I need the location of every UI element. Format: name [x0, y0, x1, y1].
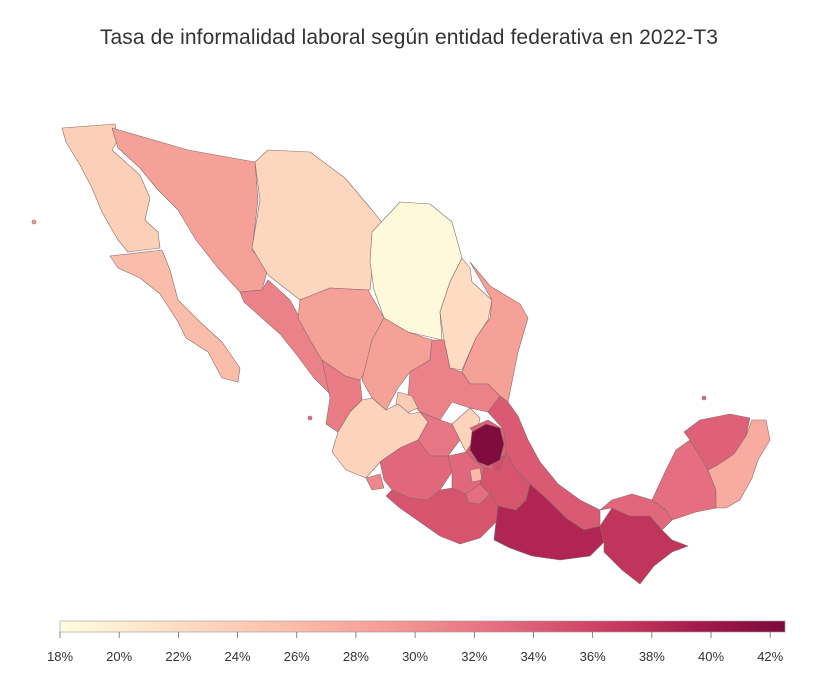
state-baja-california-sur[interactable] — [109, 249, 241, 383]
island-guadalupe — [31, 219, 37, 225]
island-islas-marias — [307, 415, 313, 421]
state-guerrero[interactable] — [385, 487, 499, 545]
legend-tick-label: 26% — [284, 649, 310, 664]
state-nuevo-leon[interactable] — [439, 257, 493, 371]
legend-tick-label: 40% — [698, 649, 724, 664]
state-baja-california[interactable] — [61, 123, 161, 253]
legend-tick-label: 22% — [165, 649, 191, 664]
legend-tick-label: 36% — [580, 649, 606, 664]
state-michoacan[interactable] — [379, 439, 453, 501]
legend-tick-label: 34% — [520, 649, 546, 664]
legend-tick-label: 24% — [225, 649, 251, 664]
state-san-luis-potosi[interactable] — [407, 339, 501, 421]
state-chihuahua[interactable] — [251, 149, 393, 301]
legend-tick-label: 30% — [402, 649, 428, 664]
legend-color-bar — [59, 620, 786, 633]
legend-tick-label: 42% — [757, 649, 783, 664]
chart-title: Tasa de informalidad laboral según entid… — [99, 26, 719, 49]
legend-tick-label: 28% — [343, 649, 369, 664]
state-cdmx[interactable] — [469, 467, 483, 483]
state-colima[interactable] — [365, 473, 385, 491]
legend-tick-label: 32% — [461, 649, 487, 664]
island-cozumel — [701, 395, 707, 401]
state-hidalgo-core[interactable] — [469, 423, 505, 467]
state-oaxaca[interactable] — [493, 483, 605, 561]
color-legend: 18% 20% 22% 24% 26% 28% 30% 32% 34% 36% 38% 40% 42% — [47, 620, 786, 664]
legend-tick-label: 20% — [106, 649, 132, 664]
state-quintana-roo[interactable] — [707, 419, 771, 509]
legend-tick-label: 38% — [639, 649, 665, 664]
legend-tick-label: 18% — [47, 649, 73, 664]
state-chiapas[interactable] — [599, 507, 689, 585]
